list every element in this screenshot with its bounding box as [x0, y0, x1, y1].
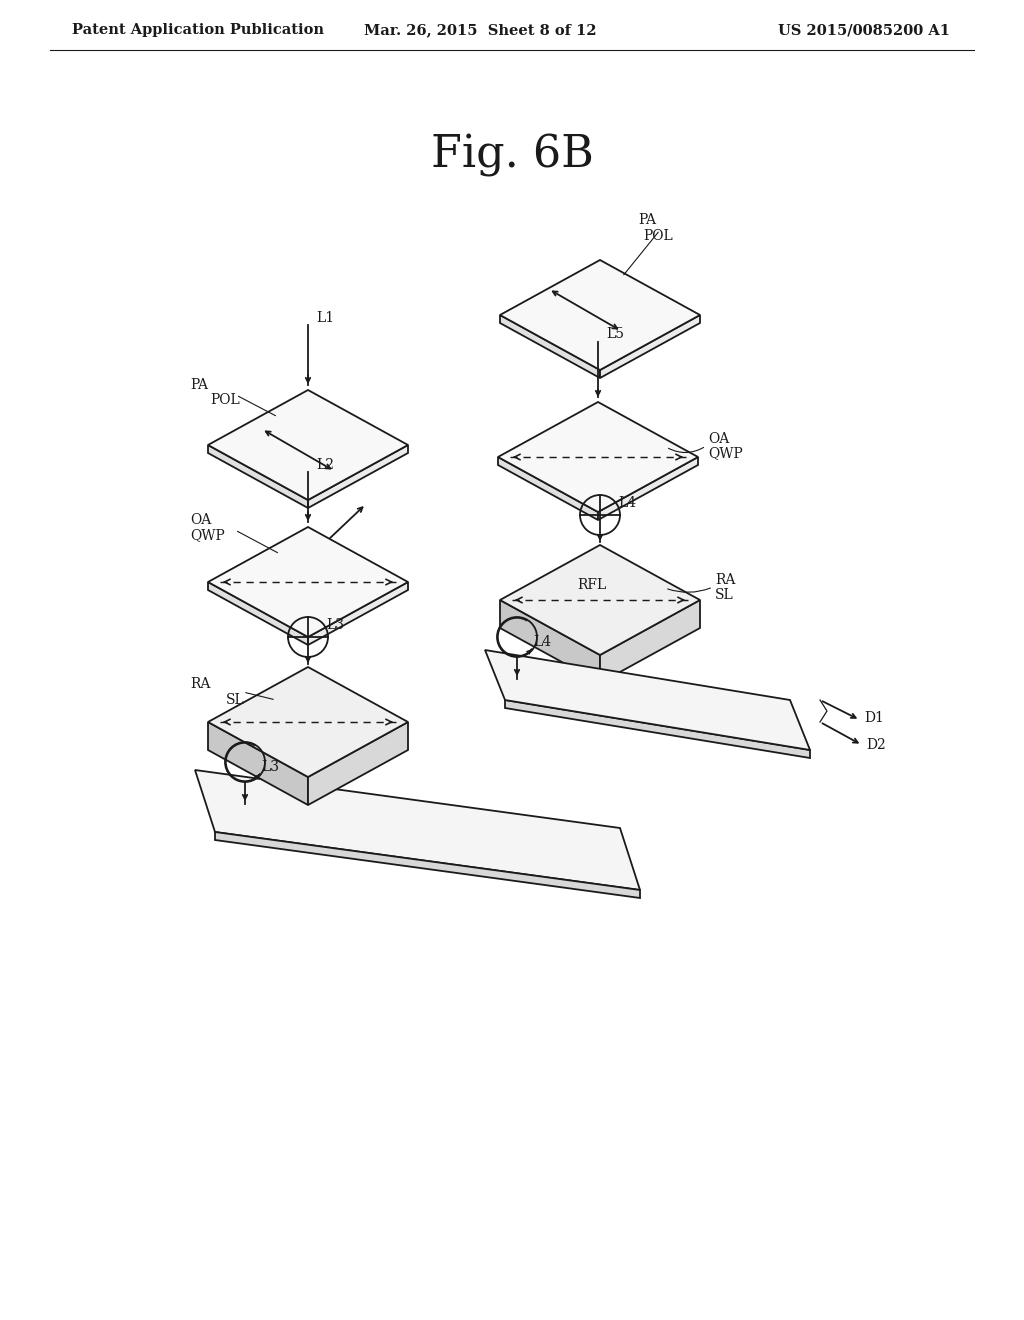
Polygon shape [600, 601, 700, 682]
Polygon shape [485, 649, 810, 750]
Polygon shape [505, 700, 810, 758]
Text: RA: RA [190, 677, 210, 690]
Text: OA: OA [190, 513, 211, 527]
Text: L2: L2 [316, 458, 334, 473]
Text: Patent Application Publication: Patent Application Publication [72, 22, 324, 37]
Text: D1: D1 [864, 711, 884, 725]
Polygon shape [500, 601, 600, 682]
Text: L3: L3 [326, 618, 344, 632]
Text: L4: L4 [618, 496, 636, 510]
Polygon shape [498, 403, 698, 512]
Polygon shape [208, 582, 308, 645]
Polygon shape [195, 770, 640, 890]
Polygon shape [208, 445, 308, 508]
Text: L5: L5 [606, 327, 624, 341]
Polygon shape [208, 722, 308, 805]
Text: RFL: RFL [577, 578, 606, 591]
Polygon shape [598, 457, 698, 520]
Text: SL: SL [715, 587, 734, 602]
Polygon shape [308, 445, 408, 508]
Polygon shape [500, 545, 700, 655]
Text: L4: L4 [534, 635, 551, 649]
Text: L3: L3 [261, 760, 279, 774]
Text: POL: POL [643, 228, 673, 243]
Text: Fig. 6B: Fig. 6B [430, 133, 594, 177]
Text: Mar. 26, 2015  Sheet 8 of 12: Mar. 26, 2015 Sheet 8 of 12 [364, 22, 596, 37]
Text: POL: POL [210, 393, 240, 407]
Polygon shape [308, 722, 408, 805]
Polygon shape [208, 667, 408, 777]
Text: L1: L1 [316, 312, 334, 325]
Polygon shape [215, 832, 640, 898]
Polygon shape [500, 315, 600, 378]
Polygon shape [208, 527, 408, 638]
Text: SL: SL [226, 693, 245, 708]
Text: PA: PA [638, 213, 656, 227]
Text: QWP: QWP [708, 446, 742, 459]
Polygon shape [208, 389, 408, 500]
Text: QWP: QWP [190, 528, 224, 543]
Polygon shape [500, 260, 700, 370]
Polygon shape [498, 457, 598, 520]
Polygon shape [600, 315, 700, 378]
Text: D2: D2 [866, 738, 886, 752]
Text: OA: OA [708, 432, 729, 446]
Polygon shape [308, 582, 408, 645]
Text: PA: PA [190, 378, 208, 392]
Text: RA: RA [715, 573, 735, 587]
Text: US 2015/0085200 A1: US 2015/0085200 A1 [778, 22, 950, 37]
